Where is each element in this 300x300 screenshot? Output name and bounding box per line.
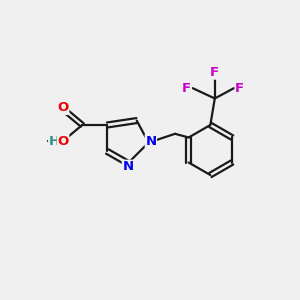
Text: N: N — [122, 160, 134, 173]
Text: N: N — [145, 135, 156, 148]
Text: F: F — [235, 82, 244, 95]
Text: F: F — [210, 66, 219, 79]
Text: O: O — [58, 101, 69, 114]
Text: H: H — [49, 135, 60, 148]
Text: F: F — [182, 82, 191, 95]
Text: O: O — [58, 135, 69, 148]
